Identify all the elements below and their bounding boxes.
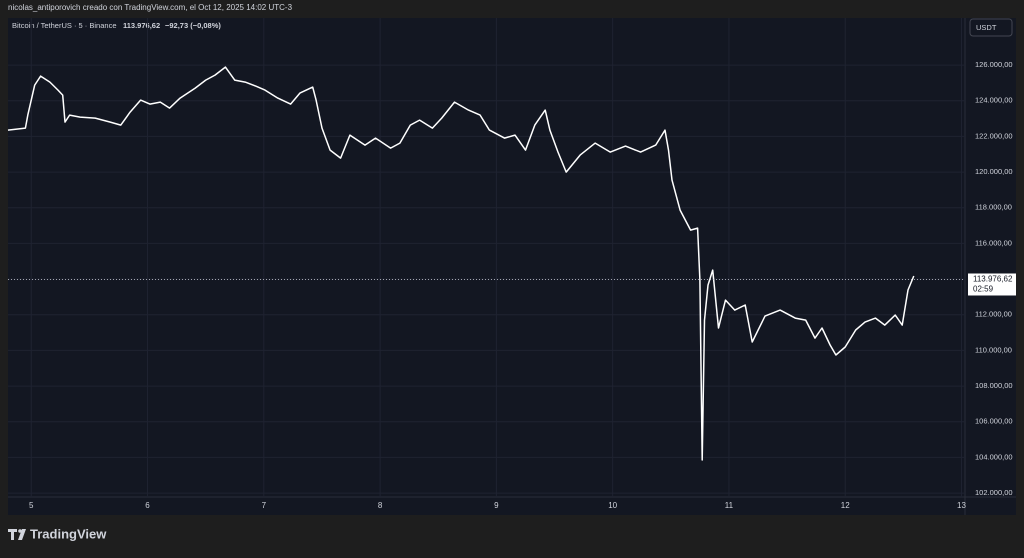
x-tick-label: 11 [725, 501, 734, 510]
y-tick-label: 112.000,00 [975, 310, 1012, 319]
symbol: Bitcoin / TetherUS · 5 · Binance [12, 21, 117, 30]
grid [8, 18, 965, 497]
last-price-label: 113.976,62 [973, 275, 1013, 284]
last-price-box [968, 273, 1016, 296]
currency-box[interactable] [969, 18, 1013, 37]
y-tick-label: 126.000,00 [975, 60, 1013, 69]
price-line [7, 66, 915, 461]
legend-change: −92,73 (−0,08%) [165, 21, 221, 30]
countdown: 02:59 [973, 285, 994, 294]
x-tick-label: 10 [608, 501, 617, 510]
y-tick-label: 120.000,00 [975, 167, 1013, 176]
x-tick-label: 6 [145, 501, 150, 510]
y-tick-label: 108.000,00 [975, 381, 1013, 390]
y-tick-label: 122.000,00 [975, 131, 1013, 140]
y-tick-label: 124.000,00 [975, 96, 1013, 105]
currency[interactable]: USDT [976, 23, 997, 32]
y-tick-label: 110.000,00 [975, 345, 1012, 354]
brand: TradingView [30, 526, 107, 541]
chart-panel [8, 18, 1016, 515]
x-tick-label: 7 [262, 501, 267, 510]
brand-logo [8, 529, 26, 540]
header: nicolas_antiporovich creado con TradingV… [8, 3, 293, 12]
y-tick-label: 106.000,00 [975, 417, 1013, 426]
y-tick-label: 116.000,00 [975, 238, 1012, 247]
y-tick-label: 104.000,00 [975, 452, 1013, 461]
legend-price: 113.976,62 [123, 21, 160, 30]
x-tick-label: 9 [494, 501, 499, 510]
x-tick-label: 13 [957, 501, 966, 510]
x-tick-label: 12 [841, 501, 850, 510]
y-tick-label: 118.000,00 [975, 203, 1012, 212]
x-tick-label: 5 [29, 501, 34, 510]
x-tick-label: 8 [378, 501, 383, 510]
y-tick-label: 102.000,00 [975, 488, 1013, 497]
